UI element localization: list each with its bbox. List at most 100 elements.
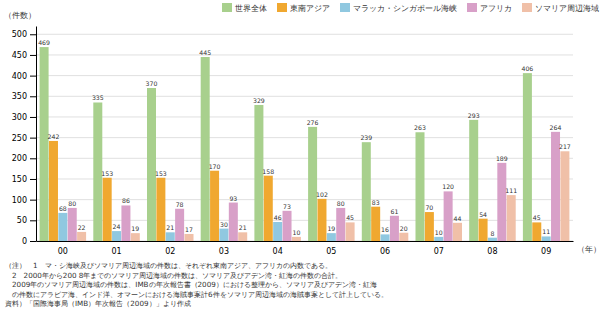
- x-tick-label: 03: [219, 247, 229, 256]
- bar: [434, 237, 443, 241]
- y-tick-mark: [30, 200, 36, 201]
- bar-series: [40, 47, 532, 241]
- data-label: 217: [559, 143, 571, 150]
- note: （注） 1 マ・シ海峡及びソマリア周辺海域の件数は、それぞれ東南アジア、アフリカ…: [5, 261, 332, 270]
- bar: [444, 191, 453, 241]
- legend-swatch: [467, 3, 477, 12]
- bar: [273, 222, 282, 241]
- bar: [425, 212, 434, 241]
- data-label: 102: [316, 191, 328, 198]
- grid-line: [36, 199, 573, 200]
- x-tick: 02: [165, 247, 175, 256]
- bar: [292, 237, 301, 241]
- data-label: 293: [468, 112, 480, 119]
- notes: （注） 1 マ・シ海峡及びソマリア周辺海域の件数は、それぞれ東南アジア、アフリカ…: [5, 261, 388, 308]
- y-tick-mark: [30, 158, 36, 159]
- y-tick-label: 450: [12, 51, 27, 60]
- y-axis-title: （件数）: [4, 11, 36, 20]
- bar: [560, 151, 569, 241]
- bar: [507, 195, 516, 241]
- data-label: 153: [101, 170, 113, 177]
- y-tick: 0: [22, 237, 36, 246]
- y-tick-label: 300: [12, 113, 27, 122]
- y-tick-mark: [30, 76, 36, 77]
- legend-label: アフリカ: [480, 4, 512, 13]
- x-axis-title: （年）: [577, 245, 601, 254]
- bar: [532, 222, 541, 241]
- bar: [166, 232, 175, 241]
- bar: [49, 141, 58, 241]
- bar: [346, 222, 355, 241]
- bar: [156, 178, 165, 241]
- bar: [201, 57, 210, 241]
- x-tick-label: 01: [111, 247, 121, 256]
- bar: [210, 171, 219, 241]
- data-label: 189: [496, 155, 508, 162]
- data-label: 153: [155, 170, 167, 177]
- y-tick: 400: [12, 72, 36, 81]
- grid: [36, 34, 573, 241]
- x-tick-label: 05: [326, 247, 336, 256]
- data-label: 406: [521, 65, 533, 72]
- data-label: 73: [283, 203, 291, 210]
- y-tick-mark: [30, 55, 36, 56]
- y-tick-mark: [30, 138, 36, 139]
- data-label: 8: [490, 230, 494, 237]
- note: 資料）「国際海事局（IMB）年次報告（2009）」より作成: [5, 299, 191, 308]
- bar-series: [68, 132, 560, 241]
- legend-label: マラッカ・シンガポール海峡: [353, 4, 457, 13]
- x-axis-line: [37, 241, 574, 242]
- x-tick: 03: [219, 247, 229, 256]
- data-label: 264: [550, 124, 562, 131]
- data-label: 170: [209, 163, 221, 170]
- data-label: 93: [229, 195, 237, 202]
- y-tick-label: 100: [12, 196, 27, 205]
- bar: [283, 211, 292, 241]
- bar-series: [77, 151, 569, 241]
- data-label: 86: [122, 197, 130, 204]
- data-label: 445: [199, 49, 211, 56]
- y-tick-mark: [30, 34, 36, 35]
- legend-item: 東南アジア: [277, 3, 330, 13]
- x-tick-label: 00: [58, 247, 68, 256]
- data-label: 78: [176, 201, 184, 208]
- legend-item: 世界全体: [222, 3, 267, 13]
- bar: [175, 209, 184, 241]
- data-label: 120: [442, 183, 454, 190]
- bar: [415, 132, 424, 241]
- bar: [131, 233, 140, 241]
- grid-line: [36, 137, 573, 138]
- y-tick-mark: [30, 241, 36, 242]
- bar: [453, 223, 462, 241]
- data-label: 469: [38, 39, 50, 46]
- legend-swatch: [222, 3, 232, 12]
- y-tick: 500: [12, 30, 36, 39]
- x-tick-label: 04: [273, 247, 283, 256]
- y-tick: 100: [12, 196, 36, 205]
- plot: 4693353704453292762392632934062421531531…: [12, 27, 601, 256]
- data-label: 17: [185, 226, 193, 233]
- y-axis-line: [36, 27, 37, 242]
- grid-line: [36, 116, 573, 117]
- y-tick: 450: [12, 51, 36, 60]
- legend-label: 東南アジア: [290, 4, 330, 13]
- bar: [523, 73, 532, 241]
- data-label: 11: [542, 228, 550, 235]
- bar: [103, 178, 112, 241]
- legend: 世界全体東南アジアマラッカ・シンガポール海峡アフリカソマリア周辺海域: [222, 3, 599, 13]
- x-tick-label: 02: [165, 247, 175, 256]
- y-tick-label: 350: [12, 92, 27, 101]
- bar: [58, 213, 67, 241]
- y-tick-label: 250: [12, 134, 27, 143]
- x-tick: 00: [58, 247, 68, 256]
- data-label: 46: [274, 214, 282, 221]
- bar: [40, 47, 49, 241]
- data-label: 80: [68, 200, 76, 207]
- data-label: 10: [435, 229, 443, 236]
- y-tick: 150: [12, 175, 36, 184]
- bar: [77, 232, 86, 241]
- data-label: 239: [360, 134, 372, 141]
- y-tick-label: 50: [17, 216, 27, 225]
- bar: [308, 127, 317, 241]
- bar: [147, 88, 156, 241]
